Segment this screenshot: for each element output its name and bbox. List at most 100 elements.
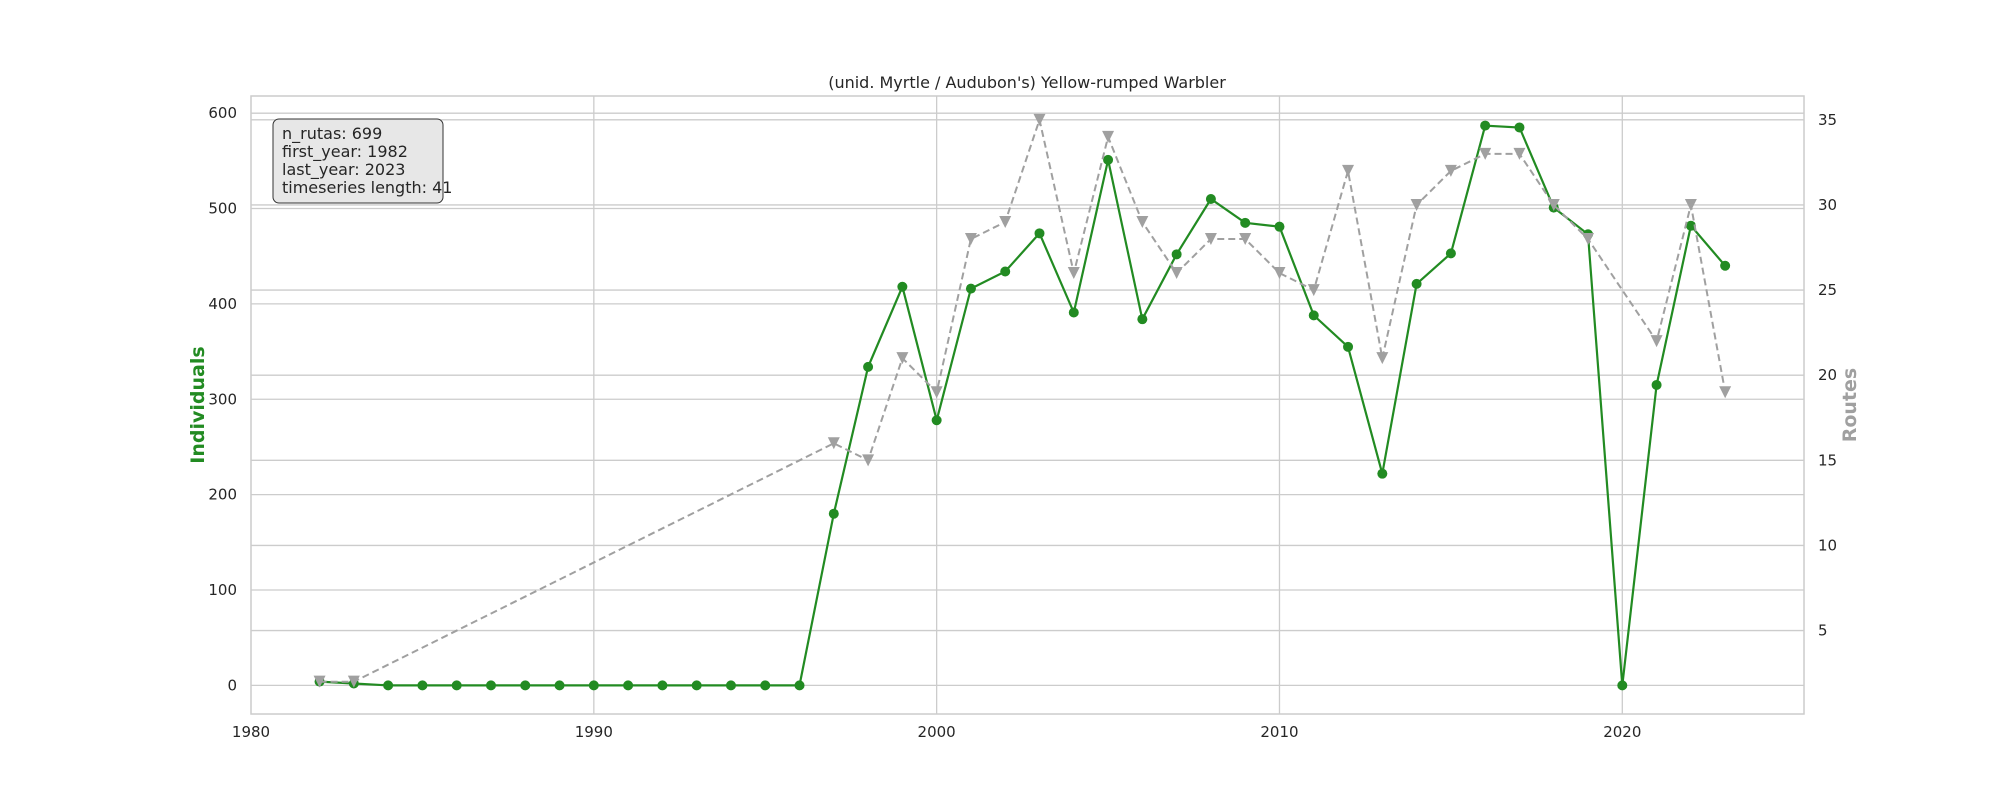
- individuals-point: [1411, 278, 1422, 289]
- individuals-point: [863, 361, 874, 372]
- grid-lines: [251, 96, 1804, 714]
- routes-point: [347, 675, 360, 688]
- y-left-tick-label: 400: [208, 295, 237, 313]
- y-right-tick-label: 5: [1818, 622, 1828, 640]
- individuals-point: [1685, 220, 1696, 231]
- info-n-rutas: n_rutas: 699: [282, 124, 382, 144]
- y-right-tick-label: 20: [1818, 366, 1837, 384]
- x-tick-label: 1990: [575, 723, 613, 741]
- routes-point: [1547, 198, 1560, 211]
- routes-point: [999, 215, 1012, 228]
- x-tick-label: 2020: [1603, 723, 1641, 741]
- x-tick-label: 2010: [1260, 723, 1298, 741]
- axis-labels: 1980 1990 2000 2010 202001002003004005006005…: [208, 104, 1837, 741]
- y-right-tick-label: 10: [1818, 536, 1837, 554]
- y-left-tick-label: 100: [208, 581, 237, 599]
- routes-point: [1170, 267, 1183, 280]
- routes-point: [1102, 130, 1115, 143]
- series-layer: [313, 113, 1732, 691]
- routes-point: [1410, 198, 1423, 211]
- individuals-point: [588, 680, 599, 691]
- individuals-point: [383, 680, 394, 691]
- individuals-point: [691, 680, 702, 691]
- y-right-tick-label: 30: [1818, 196, 1837, 214]
- individuals-point: [554, 680, 565, 691]
- individuals-point: [794, 680, 805, 691]
- routes-point: [1684, 198, 1697, 211]
- info-box: n_rutas: 699 first_year: 1982 last_year:…: [272, 118, 452, 204]
- routes-line: [319, 116, 1727, 683]
- info-first-year: first_year: 1982: [282, 142, 408, 162]
- individuals-point: [1068, 307, 1079, 318]
- individuals-point: [1308, 310, 1319, 321]
- routes-point: [1033, 113, 1046, 126]
- individuals-point: [965, 283, 976, 294]
- routes-point: [1239, 233, 1252, 246]
- individuals-point: [657, 680, 668, 691]
- individuals-point: [1171, 249, 1182, 260]
- routes-point: [896, 352, 909, 365]
- info-timeseries-length: timeseries length: 41: [282, 178, 452, 197]
- x-tick-label: 2000: [918, 723, 956, 741]
- individuals-point: [897, 281, 908, 292]
- individuals-point: [1000, 266, 1011, 277]
- info-box-frame: [272, 118, 444, 204]
- individuals-point: [931, 415, 942, 426]
- individuals-point: [828, 508, 839, 519]
- individuals-point: [451, 680, 462, 691]
- y-right-tick-label: 25: [1818, 281, 1837, 299]
- individuals-point: [1514, 122, 1525, 133]
- routes-point: [1307, 284, 1320, 297]
- routes-point: [1342, 164, 1355, 177]
- routes-point: [930, 386, 943, 399]
- individuals-point: [1343, 341, 1354, 352]
- individuals-point: [1034, 228, 1045, 239]
- routes-point: [862, 454, 875, 467]
- routes-point: [1136, 215, 1149, 228]
- y-axis-right-label: Routes: [1839, 368, 1861, 443]
- individuals-point: [623, 680, 634, 691]
- routes-point: [1273, 267, 1286, 280]
- routes-point: [1376, 352, 1389, 365]
- individuals-point: [1720, 260, 1731, 271]
- individuals-point: [725, 680, 736, 691]
- routes-point: [827, 437, 840, 450]
- y-left-tick-label: 300: [208, 390, 237, 408]
- individuals-point: [1377, 468, 1388, 479]
- individuals-point: [760, 680, 771, 691]
- routes-point: [1582, 233, 1595, 246]
- routes-point: [1650, 335, 1663, 348]
- y-right-tick-label: 15: [1818, 451, 1837, 469]
- routes-point: [1513, 147, 1526, 160]
- y-left-tick-label: 200: [208, 486, 237, 504]
- individuals-point: [1617, 680, 1628, 691]
- x-tick-label: 1980: [232, 723, 270, 741]
- routes-point: [1204, 233, 1217, 246]
- y-left-tick-label: 0: [227, 676, 237, 694]
- y-axis-left-label: Individuals: [187, 346, 209, 463]
- routes-point: [964, 233, 977, 246]
- routes-point: [1067, 267, 1080, 280]
- info-last-year: last_year: 2023: [282, 160, 405, 180]
- routes-point: [313, 675, 326, 688]
- individuals-point: [520, 680, 531, 691]
- individuals-point: [485, 680, 496, 691]
- routes-point: [1719, 386, 1732, 399]
- y-left-tick-label: 600: [208, 104, 237, 122]
- individuals-point: [1103, 154, 1114, 165]
- routes-point: [1444, 164, 1457, 177]
- plot-frame: [250, 95, 1805, 715]
- y-right-tick-label: 35: [1818, 111, 1837, 129]
- individuals-point: [417, 680, 428, 691]
- individuals-point: [1137, 314, 1148, 325]
- individuals-point: [1274, 221, 1285, 232]
- individuals-point: [1480, 120, 1491, 131]
- individuals-point: [1651, 379, 1662, 390]
- chart-title: (unid. Myrtle / Audubon's) Yellow-rumped…: [828, 73, 1226, 92]
- y-left-tick-label: 500: [208, 200, 237, 218]
- individuals-point: [1205, 194, 1216, 204]
- routes-point: [1479, 147, 1492, 160]
- individuals-point: [1445, 248, 1456, 259]
- individuals-point: [1240, 217, 1251, 228]
